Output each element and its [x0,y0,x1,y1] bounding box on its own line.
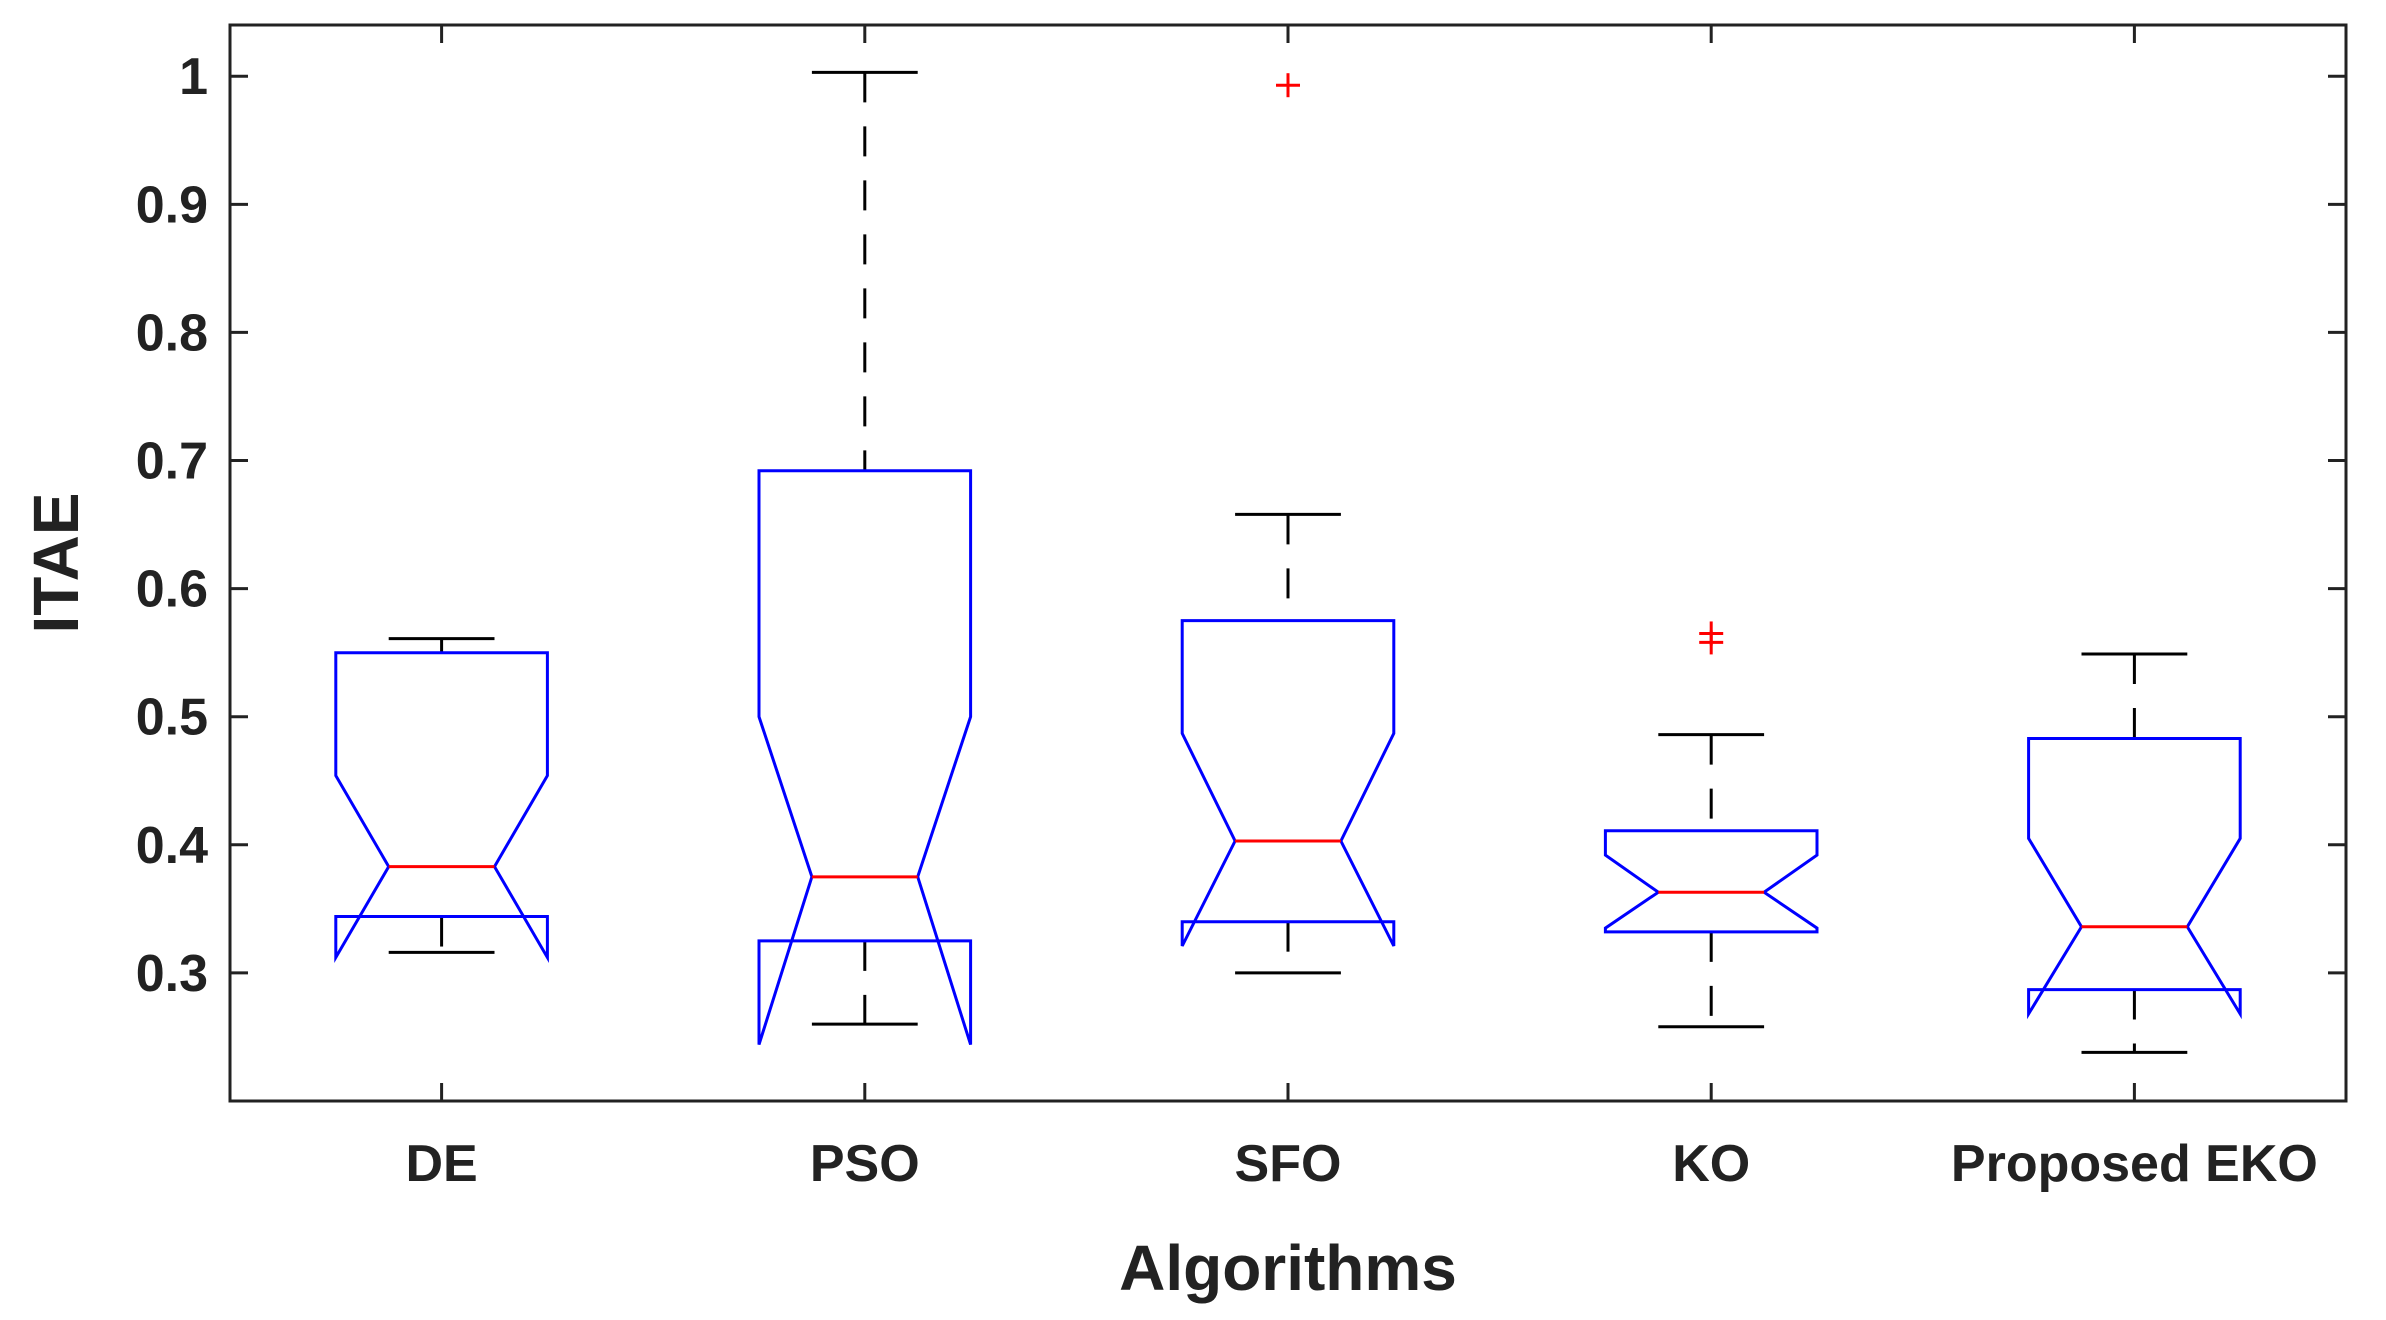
box-body [1603,829,1819,934]
y-tick-label: 0.3 [136,945,208,1003]
x-tick-label: PSO [810,1135,920,1193]
y-tick-label: 0.7 [136,433,208,491]
y-tick-label: 0.4 [136,817,208,875]
box-proposed-eko [2027,652,2242,1054]
box-body [2027,737,2242,1020]
y-tick-label: 1 [179,48,208,106]
y-tick-label: 0.5 [136,689,208,747]
y-axis: 0.3 0.4 0.5 0.6 0.7 0.8 0.9 1 [136,48,2346,1003]
boxes [334,70,2242,1054]
y-tick-label: 0.8 [136,304,208,362]
box-sfo [1180,73,1396,975]
x-tick-label: Proposed EKO [1951,1135,2318,1193]
box-body [1180,619,1396,947]
outlier-marker [1276,73,1300,98]
y-tick-label: 0.9 [136,176,208,234]
x-axis: DE PSO SFO KO Proposed EKO [405,25,2318,1193]
y-tick-label: 0.6 [136,561,208,619]
box-ko [1603,621,1819,1029]
x-tick-label: KO [1672,1135,1750,1193]
outlier-marker [1699,621,1724,646]
box-de [334,637,549,964]
y-axis-title: ITAE [20,492,92,633]
box-body [334,651,549,964]
x-tick-label: SFO [1235,1135,1342,1193]
x-tick-label: DE [405,1135,477,1193]
x-axis-title: Algorithms [1119,1232,1457,1304]
box-pso [757,70,973,1046]
box-body [757,469,973,1046]
